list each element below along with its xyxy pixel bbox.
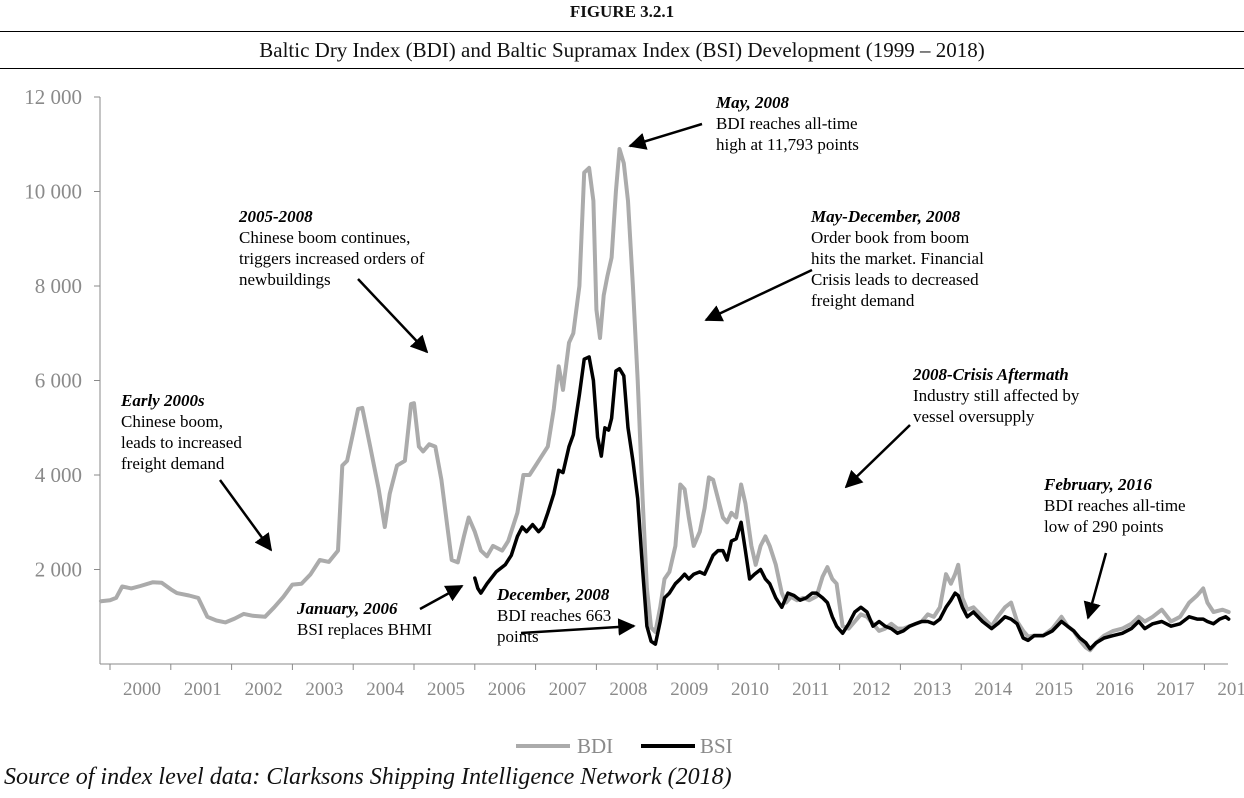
annotation-text: Crisis leads to decreased bbox=[811, 270, 979, 289]
x-tick-label: 2016 bbox=[1096, 679, 1134, 700]
x-tick-label: 2017 bbox=[1157, 679, 1195, 700]
legend-item-bsi: BSI bbox=[641, 734, 733, 758]
annotation-arrow bbox=[419, 584, 464, 611]
x-tick-label: 2003 bbox=[305, 679, 343, 700]
annotation-arrow bbox=[628, 122, 703, 150]
axes: 2 000 4 000 6 000 8 000 10 000 12 000 2000 2001… bbox=[24, 85, 1244, 700]
annotation-title: December, 2008 bbox=[496, 585, 610, 604]
x-tick-label: 2005 bbox=[427, 679, 465, 700]
y-tick-label: 12 000 bbox=[24, 85, 82, 109]
x-tick-label: 2010 bbox=[731, 679, 769, 700]
figure-label: FIGURE 3.2.1 bbox=[569, 2, 675, 21]
annotation-text: freight demand bbox=[811, 291, 915, 310]
annotation: Early 2000s Chinese boom, leads to increas… bbox=[120, 391, 273, 552]
annotation-text: BSI replaces BHMI bbox=[297, 620, 432, 639]
top-rule bbox=[0, 31, 1244, 32]
line-chart: 2 000 4 000 6 000 8 000 10 000 12 000 2000 2001… bbox=[24, 85, 1244, 758]
annotation-text: leads to increased bbox=[121, 433, 242, 452]
y-tick-label: 6 000 bbox=[35, 369, 82, 393]
annotation: 2005-2008 Chinese boom continues, triggers… bbox=[238, 207, 429, 354]
series-line-bdi bbox=[98, 147, 1231, 653]
annotation-title: 2008-Crisis Aftermath bbox=[912, 365, 1069, 384]
annotation-arrow bbox=[704, 268, 813, 322]
legend-label: BSI bbox=[700, 734, 733, 758]
x-tick-label: 2008 bbox=[609, 679, 647, 700]
series-layer bbox=[98, 147, 1231, 653]
legend-item-bdi: BDI bbox=[516, 734, 613, 758]
y-tick-label: 10 000 bbox=[24, 180, 82, 204]
x-tick-label: 2006 bbox=[488, 679, 526, 700]
x-tick-label: 2004 bbox=[366, 679, 405, 700]
y-tick-label: 4 000 bbox=[35, 463, 82, 487]
annotation-text: high at 11,793 points bbox=[716, 135, 859, 154]
annotation: May-December, 2008 Order book from boom hi… bbox=[704, 207, 984, 322]
annotation-text: vessel oversupply bbox=[913, 407, 1035, 426]
annotations: May, 2008 BDI reaches all-time high at 11,… bbox=[120, 93, 1186, 646]
x-tick-label: 2018 bbox=[1217, 679, 1244, 700]
legend-label: BDI bbox=[577, 734, 613, 758]
annotation-text: points bbox=[497, 627, 539, 646]
annotation-title: 2005-2008 bbox=[238, 207, 313, 226]
annotation-title: May, 2008 bbox=[715, 93, 790, 112]
x-tick-label: 2009 bbox=[670, 679, 708, 700]
annotation-text: Order book from boom bbox=[811, 228, 969, 247]
annotation-arrow bbox=[218, 479, 273, 552]
annotation: January, 2006 BSI replaces BHMI bbox=[296, 584, 464, 639]
x-tick-label: 2012 bbox=[853, 679, 891, 700]
annotation: 2008-Crisis Aftermath Industry still affe… bbox=[844, 365, 1080, 489]
annotation-text: triggers increased orders of bbox=[239, 249, 425, 268]
x-tick-label: 2000 bbox=[123, 679, 161, 700]
annotation-text: Chinese boom, bbox=[121, 412, 223, 431]
legend: BDI BSI bbox=[516, 734, 733, 758]
annotation-text: BDI reaches all-time bbox=[716, 114, 858, 133]
annotation-text: hits the market. Financial bbox=[811, 249, 984, 268]
title-rule bbox=[0, 68, 1244, 69]
annotation-title: February, 2016 bbox=[1043, 475, 1152, 494]
x-tick-label: 2014 bbox=[974, 679, 1013, 700]
annotation-arrow bbox=[844, 424, 911, 489]
x-tick-label: 2001 bbox=[184, 679, 222, 700]
x-tick-label: 2013 bbox=[913, 679, 951, 700]
annotation-arrow bbox=[1083, 552, 1108, 620]
annotation: December, 2008 BDI reaches 663 points bbox=[496, 585, 636, 646]
y-tick-label: 2 000 bbox=[35, 558, 82, 582]
chart-title: Baltic Dry Index (BDI) and Baltic Supram… bbox=[259, 38, 985, 62]
series-line-bsi bbox=[473, 355, 1231, 651]
annotation-arrow bbox=[520, 618, 636, 636]
annotation-text: BDI reaches all-time bbox=[1044, 496, 1186, 515]
y-tick-label: 8 000 bbox=[35, 274, 82, 298]
x-tick-label: 2002 bbox=[245, 679, 283, 700]
annotation-text: low of 290 points bbox=[1044, 517, 1163, 536]
annotation-text: Chinese boom continues, bbox=[239, 228, 410, 247]
annotation-text: freight demand bbox=[121, 454, 225, 473]
annotation-title: May-December, 2008 bbox=[810, 207, 961, 226]
x-tick-label: 2015 bbox=[1035, 679, 1073, 700]
annotation-arrow bbox=[357, 278, 429, 354]
annotation: May, 2008 BDI reaches all-time high at 11,… bbox=[628, 93, 859, 154]
x-tick-label: 2007 bbox=[549, 679, 587, 700]
annotation-title: Early 2000s bbox=[120, 391, 205, 410]
annotation-text: newbuildings bbox=[239, 270, 331, 289]
annotation-text: Industry still affected by bbox=[913, 386, 1080, 405]
annotation: February, 2016 BDI reaches all-time low of… bbox=[1043, 475, 1186, 620]
annotation-title: January, 2006 bbox=[296, 599, 398, 618]
annotation-text: BDI reaches 663 bbox=[497, 606, 611, 625]
x-tick-label: 2011 bbox=[792, 679, 829, 700]
source-caption: Source of index level data: Clarksons Sh… bbox=[4, 764, 732, 790]
